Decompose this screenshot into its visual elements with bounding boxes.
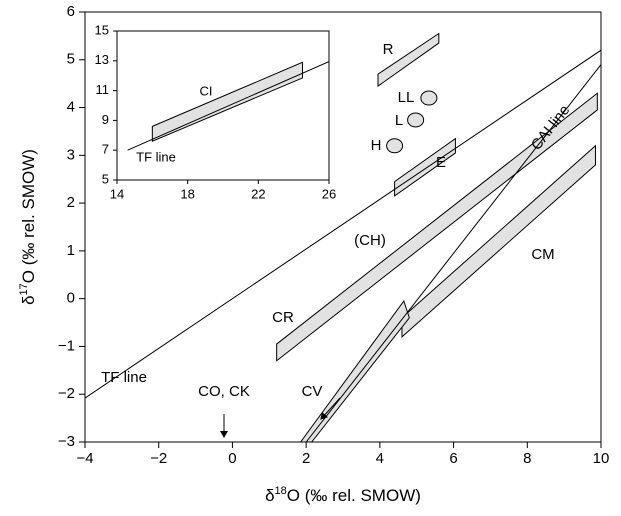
region bbox=[394, 137, 456, 197]
y-tick-label: 13 bbox=[95, 52, 109, 67]
axis-title-part: 18 bbox=[275, 485, 287, 497]
axis-title-part: δ bbox=[265, 486, 274, 505]
region-label: CV bbox=[302, 383, 323, 400]
plot-area bbox=[85, 32, 601, 442]
region bbox=[151, 61, 303, 143]
x-tick-label: −4 bbox=[76, 450, 93, 467]
region bbox=[377, 32, 440, 88]
arrow bbox=[320, 397, 341, 420]
reference-line bbox=[127, 61, 329, 151]
point bbox=[407, 112, 425, 128]
plot: 14 18 22 26 5 7 9 11 13 15 CI TF line bbox=[95, 22, 337, 201]
axis-title: δ17O (‰ rel. SMOW) bbox=[18, 149, 39, 305]
y-tick-label: −3 bbox=[58, 433, 75, 450]
y-tick-label: 3 bbox=[67, 146, 75, 163]
x-tick-label: 14 bbox=[110, 186, 124, 201]
axis-title: δ18O (‰ rel. SMOW) bbox=[265, 485, 421, 506]
point-label: L bbox=[395, 112, 403, 129]
y-tick-label: −1 bbox=[58, 337, 75, 354]
reference-line bbox=[305, 64, 601, 442]
point bbox=[420, 90, 438, 106]
x-tick-label: 2 bbox=[302, 450, 310, 467]
y-tick-label: −2 bbox=[58, 385, 75, 402]
y-tick-label: 4 bbox=[67, 99, 75, 116]
y-tick-label: 5 bbox=[102, 171, 109, 186]
plot: −4 −2 0 2 4 6 8 10 −3 −2 −1 0 1 2 3 4 5 6 R E CR CM CV TF line C… bbox=[58, 3, 609, 467]
region-label: E bbox=[436, 154, 446, 171]
axis-title-part: 17 bbox=[18, 283, 30, 295]
x-tick-label: 0 bbox=[228, 450, 236, 467]
x-tick-label: 8 bbox=[523, 450, 531, 467]
point-label: H bbox=[371, 137, 382, 154]
region bbox=[299, 299, 410, 442]
x-tick-label: −2 bbox=[150, 450, 167, 467]
x-tick-label: 22 bbox=[251, 186, 265, 201]
y-tick-label: 15 bbox=[95, 22, 109, 37]
y-tick-label: 2 bbox=[67, 194, 75, 211]
y-tick-label: 0 bbox=[67, 290, 75, 307]
line-label: TF line bbox=[136, 149, 176, 164]
axis-title-part: δ bbox=[19, 295, 38, 304]
y-tick-label: 7 bbox=[102, 142, 109, 157]
annotation: (CH) bbox=[354, 232, 386, 249]
x-tick-label: 18 bbox=[180, 186, 194, 201]
axis-title-part: O (‰ rel. SMOW) bbox=[287, 486, 421, 505]
x-tick-label: 4 bbox=[376, 450, 384, 467]
region-label: CM bbox=[531, 246, 554, 263]
x-tick-label: 6 bbox=[449, 450, 457, 467]
region-label: CR bbox=[272, 309, 294, 326]
y-tick-label: 11 bbox=[96, 82, 110, 97]
point-label: LL bbox=[398, 89, 415, 106]
point bbox=[386, 138, 404, 154]
reference-line bbox=[85, 49, 601, 399]
y-tick-label: 1 bbox=[67, 242, 75, 259]
y-tick-label: 5 bbox=[67, 51, 75, 68]
region-label: CI bbox=[200, 83, 213, 98]
axis-title-part: O (‰ rel. SMOW) bbox=[19, 149, 38, 283]
region bbox=[276, 92, 598, 362]
x-tick-label: 10 bbox=[593, 450, 610, 467]
y-tick-label: 6 bbox=[67, 3, 75, 20]
annotation: CO, CK bbox=[198, 383, 250, 400]
line-label: TF line bbox=[101, 369, 147, 386]
x-tick-label: 26 bbox=[322, 186, 336, 201]
y-tick-label: 9 bbox=[102, 112, 109, 127]
region-label: R bbox=[383, 41, 394, 58]
plot-area bbox=[127, 61, 329, 151]
